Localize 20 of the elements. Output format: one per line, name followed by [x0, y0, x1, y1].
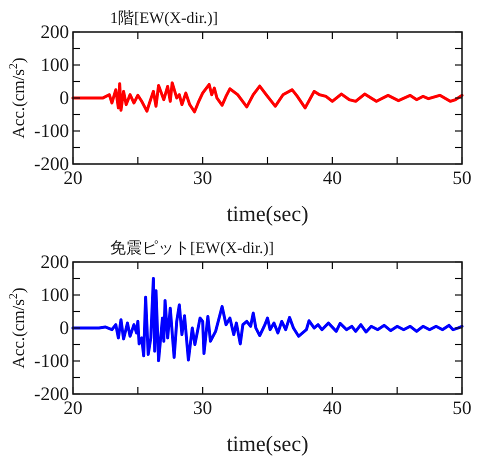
- x-axis-title: time(sec): [226, 431, 308, 456]
- y-tick-label: 200: [40, 22, 69, 43]
- y-tick-label: 100: [40, 55, 69, 76]
- x-tick-label: 50: [452, 398, 472, 419]
- y-tick-label: -100: [34, 121, 69, 142]
- chart-title: 1階[EW(X-dir.)]: [110, 9, 218, 27]
- x-tick-label: 50: [452, 168, 472, 189]
- x-tick-label: 30: [193, 168, 212, 189]
- y-tick-label: 200: [40, 252, 69, 273]
- x-tick-label: 30: [193, 398, 212, 419]
- y-tick-label: 0: [60, 88, 69, 109]
- line-series: [72, 81, 464, 114]
- line-series: [72, 277, 464, 362]
- y-tick-label: -100: [34, 351, 69, 372]
- x-tick-label: 40: [322, 168, 342, 189]
- y-tick-label: 0: [60, 318, 69, 339]
- x-axis-title: time(sec): [226, 201, 308, 226]
- chart-title: 免震ピット[EW(X-dir.)]: [110, 240, 274, 257]
- x-tick-label: 40: [322, 398, 342, 419]
- y-tick-label: 100: [40, 285, 69, 306]
